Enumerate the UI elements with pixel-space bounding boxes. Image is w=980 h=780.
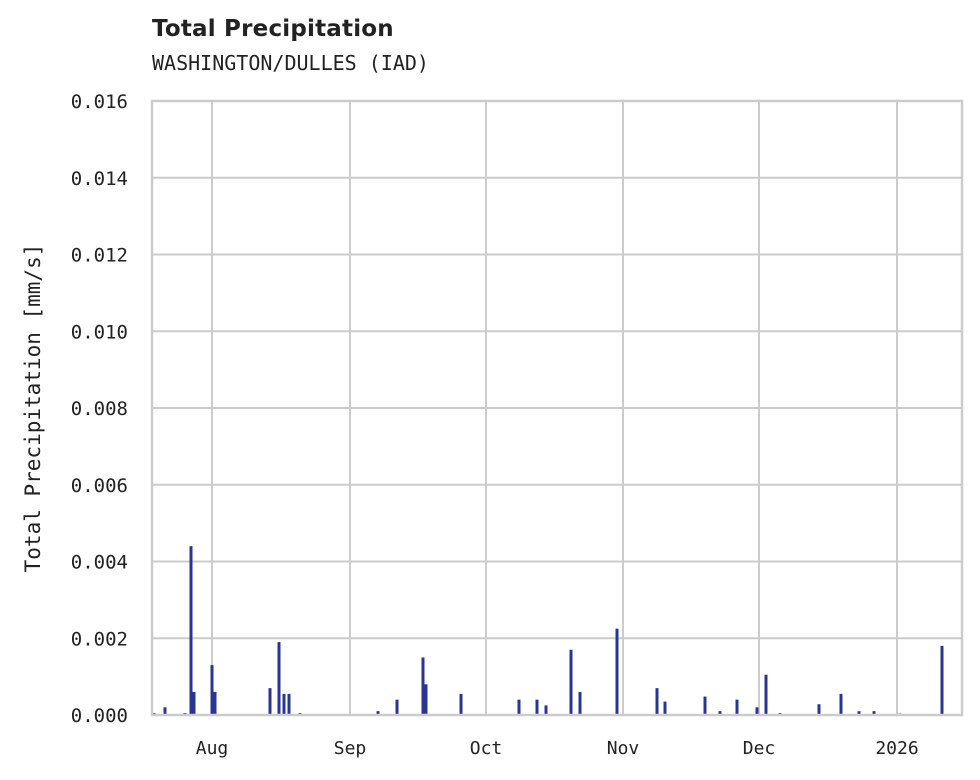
x-tick-label: Oct xyxy=(470,738,503,759)
precip-bar xyxy=(535,699,539,715)
y-tick-label: 0.006 xyxy=(71,475,128,497)
precip-bar xyxy=(615,628,619,715)
precip-bar xyxy=(735,699,739,715)
precip-bar xyxy=(857,711,861,715)
y-tick-label: 0.002 xyxy=(71,628,128,650)
precip-bar xyxy=(839,693,843,715)
x-tick-label: Nov xyxy=(607,738,640,759)
x-tick-label: Aug xyxy=(196,738,229,759)
precip-bar xyxy=(655,688,659,715)
x-axis-ticks: Aug Sep Oct Nov Dec 2026 xyxy=(196,738,919,759)
gridlines xyxy=(152,100,962,716)
x-tick-label: Dec xyxy=(743,738,776,759)
precip-bar xyxy=(277,642,281,715)
precip-bar xyxy=(663,701,667,715)
precip-bar xyxy=(376,711,380,715)
plot-frame xyxy=(150,99,964,717)
y-tick-label: 0.014 xyxy=(71,168,128,190)
y-tick-label: 0.000 xyxy=(71,705,128,727)
precip-bar xyxy=(192,691,196,715)
y-tick-label: 0.008 xyxy=(71,398,128,420)
precip-bar xyxy=(421,657,425,715)
y-axis-ticks: 0.000 0.002 0.004 0.006 0.008 0.010 0.012 0.014… xyxy=(71,91,128,727)
precip-bar xyxy=(163,707,167,715)
precip-bar xyxy=(817,704,821,715)
precip-bar xyxy=(940,645,944,715)
x-tick-label: Sep xyxy=(334,738,367,759)
precip-bar xyxy=(755,707,759,715)
precip-bar xyxy=(718,711,722,715)
precip-bar xyxy=(424,684,428,715)
precip-bar xyxy=(210,665,214,715)
precip-bar xyxy=(764,674,768,715)
y-axis-label: Total Precipitation [mm/s] xyxy=(21,244,45,573)
precipitation-bars xyxy=(152,546,944,715)
y-tick-label: 0.016 xyxy=(71,91,128,113)
precip-bar xyxy=(459,693,463,715)
precip-bar xyxy=(544,705,548,715)
y-tick-label: 0.010 xyxy=(71,321,128,343)
precip-bar xyxy=(703,696,707,715)
precip-bar xyxy=(395,699,399,715)
precip-bar xyxy=(569,649,573,715)
chart-title: Total Precipitation xyxy=(152,16,394,42)
precip-bar xyxy=(213,691,217,715)
x-tick-label: 2026 xyxy=(875,738,918,759)
precip-bar xyxy=(872,711,876,715)
precip-bar xyxy=(282,693,286,715)
precip-bar xyxy=(287,693,291,715)
y-tick-label: 0.004 xyxy=(71,552,128,574)
chart-subtitle: WASHINGTON/DULLES (IAD) xyxy=(152,51,429,75)
precip-bar xyxy=(268,688,272,715)
precip-bar xyxy=(189,546,193,715)
y-tick-label: 0.012 xyxy=(71,245,128,267)
precip-bar xyxy=(578,691,582,715)
precip-bar xyxy=(517,699,521,715)
